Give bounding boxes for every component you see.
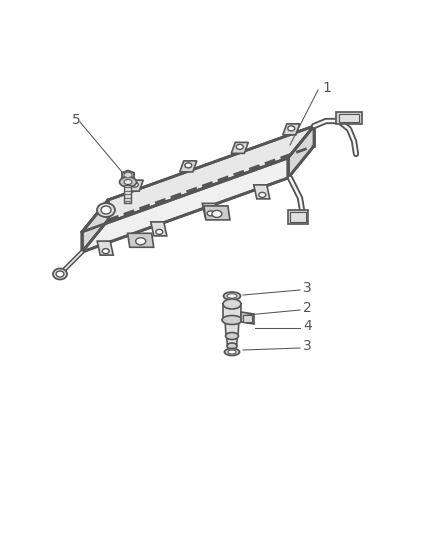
Ellipse shape [212, 211, 221, 217]
Ellipse shape [236, 144, 243, 149]
Polygon shape [82, 126, 313, 232]
Ellipse shape [223, 292, 240, 300]
Ellipse shape [155, 229, 162, 235]
Ellipse shape [226, 294, 237, 298]
Polygon shape [287, 126, 313, 178]
Polygon shape [240, 312, 254, 324]
Ellipse shape [53, 269, 67, 279]
Text: 2: 2 [302, 301, 311, 315]
Polygon shape [124, 172, 131, 178]
Polygon shape [122, 171, 134, 180]
Polygon shape [150, 222, 166, 236]
Ellipse shape [101, 206, 111, 214]
Ellipse shape [131, 182, 138, 187]
Bar [124, 185, 131, 203]
Text: 5: 5 [72, 113, 81, 127]
Polygon shape [82, 200, 108, 252]
Polygon shape [225, 320, 238, 336]
Polygon shape [226, 336, 237, 346]
Text: 3: 3 [302, 339, 311, 353]
Polygon shape [127, 233, 153, 247]
Ellipse shape [207, 211, 214, 216]
Text: 3: 3 [302, 281, 311, 295]
Polygon shape [180, 161, 196, 172]
Bar [338, 114, 358, 122]
Text: 1: 1 [321, 81, 330, 95]
Ellipse shape [225, 333, 238, 340]
Bar [243, 315, 251, 322]
Bar [335, 112, 361, 124]
Ellipse shape [258, 192, 265, 197]
Polygon shape [253, 185, 269, 199]
Ellipse shape [119, 177, 136, 187]
Bar [290, 212, 305, 222]
Polygon shape [202, 204, 218, 217]
Ellipse shape [223, 299, 240, 309]
Ellipse shape [102, 248, 109, 254]
Polygon shape [231, 142, 248, 154]
Polygon shape [126, 180, 143, 191]
Text: 4: 4 [302, 319, 311, 333]
Ellipse shape [184, 163, 191, 168]
Ellipse shape [56, 271, 64, 277]
Ellipse shape [224, 349, 239, 356]
Polygon shape [282, 124, 299, 135]
Polygon shape [203, 206, 230, 220]
Polygon shape [223, 304, 240, 320]
Ellipse shape [124, 180, 132, 184]
Ellipse shape [222, 316, 241, 325]
Bar [287, 210, 307, 224]
Ellipse shape [135, 238, 145, 245]
Ellipse shape [226, 343, 237, 349]
Polygon shape [82, 158, 287, 252]
Ellipse shape [287, 126, 294, 131]
Ellipse shape [227, 350, 236, 354]
Polygon shape [97, 241, 113, 255]
Ellipse shape [97, 203, 115, 217]
